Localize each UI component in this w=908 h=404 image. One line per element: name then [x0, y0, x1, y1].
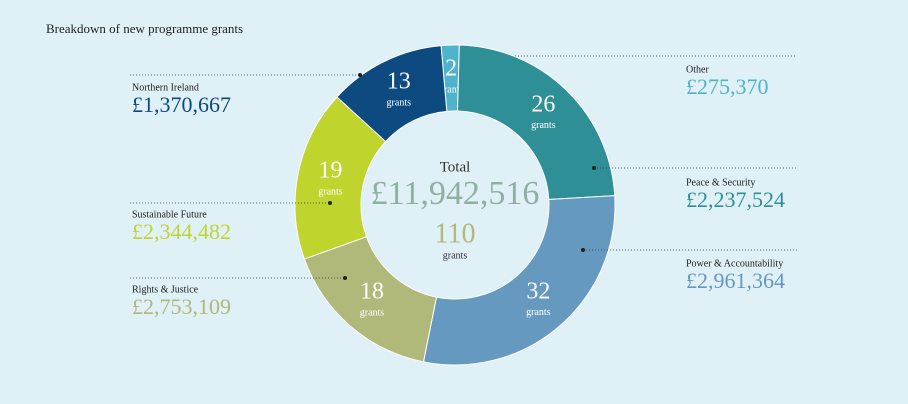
segment-unit: grants: [526, 307, 551, 318]
donut-segment: [457, 44, 616, 201]
center-label: Total: [440, 159, 471, 175]
leader-dot: [358, 73, 362, 77]
leader-dot: [343, 276, 347, 280]
segment-count: 2: [445, 56, 457, 82]
legend-amount: £2,753,109: [132, 294, 231, 319]
legend-name: Rights & Justice: [132, 284, 199, 295]
segment-count: 18: [360, 279, 384, 305]
leader-dot: [328, 201, 332, 205]
segment-unit: grants: [360, 307, 385, 318]
segment-count: 26: [531, 91, 555, 117]
segment-unit: grants: [439, 84, 464, 95]
legend-name: Power & Accountability: [686, 258, 783, 269]
legend-amount: £1,370,667: [132, 92, 231, 117]
total-count-unit: grants: [443, 250, 468, 261]
leader-dot: [581, 248, 585, 252]
total-count: 110: [435, 218, 476, 249]
legend-name: Northern Ireland: [132, 82, 199, 93]
legend-amount: £2,961,364: [686, 268, 785, 293]
legend-name: Peace & Security: [686, 177, 755, 188]
segment-count: 13: [387, 69, 411, 95]
segment-unit: grants: [387, 97, 412, 108]
segment-count: 19: [318, 157, 342, 183]
segment-count: 32: [526, 278, 550, 304]
total-amount: £11,942,516: [371, 175, 540, 212]
leader-dot: [592, 166, 596, 170]
legend-amount: £2,344,482: [132, 219, 231, 244]
chart-title: Breakdown of new programme grants: [46, 21, 243, 36]
legend-amount: £2,237,524: [686, 187, 785, 212]
legend-amount: £275,370: [686, 74, 769, 99]
donut-segment: [336, 45, 448, 143]
legend-name: Sustainable Future: [132, 209, 207, 220]
segment-unit: grants: [531, 120, 556, 131]
legend-name: Other: [686, 64, 709, 75]
donut-segment: [422, 195, 616, 366]
segment-unit: grants: [318, 186, 343, 197]
